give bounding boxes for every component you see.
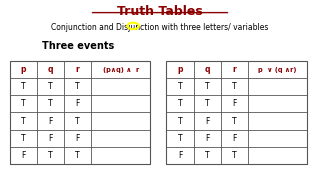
Text: Truth Tables: Truth Tables — [117, 5, 203, 18]
Text: T: T — [48, 151, 53, 160]
Text: T: T — [178, 99, 182, 108]
Text: T: T — [21, 134, 26, 143]
Text: F: F — [178, 151, 182, 160]
Text: T: T — [75, 117, 80, 126]
Text: r: r — [76, 65, 79, 74]
Text: T: T — [205, 151, 210, 160]
Text: Conjunction and Disjunction with three letters/ variables: Conjunction and Disjunction with three l… — [51, 23, 269, 32]
Text: T: T — [178, 82, 182, 91]
Text: F: F — [76, 99, 80, 108]
Text: T: T — [21, 99, 26, 108]
Text: F: F — [76, 134, 80, 143]
Text: T: T — [75, 82, 80, 91]
Text: T: T — [21, 117, 26, 126]
Text: T: T — [232, 82, 237, 91]
Text: T: T — [21, 82, 26, 91]
Bar — [166, 61, 307, 164]
Text: T: T — [178, 134, 182, 143]
Text: Three events: Three events — [42, 41, 114, 51]
Text: F: F — [205, 117, 209, 126]
Text: q: q — [204, 65, 210, 74]
Text: p: p — [20, 65, 26, 74]
Text: (p∧q) ∧  r: (p∧q) ∧ r — [103, 67, 139, 73]
Text: F: F — [232, 99, 236, 108]
Text: T: T — [48, 99, 53, 108]
Text: r: r — [233, 65, 236, 74]
Text: T: T — [75, 151, 80, 160]
Text: p  ∨ (q ∧r): p ∨ (q ∧r) — [258, 67, 297, 73]
Text: F: F — [48, 134, 52, 143]
Text: F: F — [21, 151, 25, 160]
Text: T: T — [205, 99, 210, 108]
Text: q: q — [48, 65, 53, 74]
Text: F: F — [205, 134, 209, 143]
Text: T: T — [178, 117, 182, 126]
Text: T: T — [232, 117, 237, 126]
Text: F: F — [48, 117, 52, 126]
Text: p: p — [177, 65, 183, 74]
Text: T: T — [48, 82, 53, 91]
Text: F: F — [232, 134, 236, 143]
Bar — [10, 61, 150, 164]
Text: T: T — [205, 82, 210, 91]
Text: T: T — [232, 151, 237, 160]
